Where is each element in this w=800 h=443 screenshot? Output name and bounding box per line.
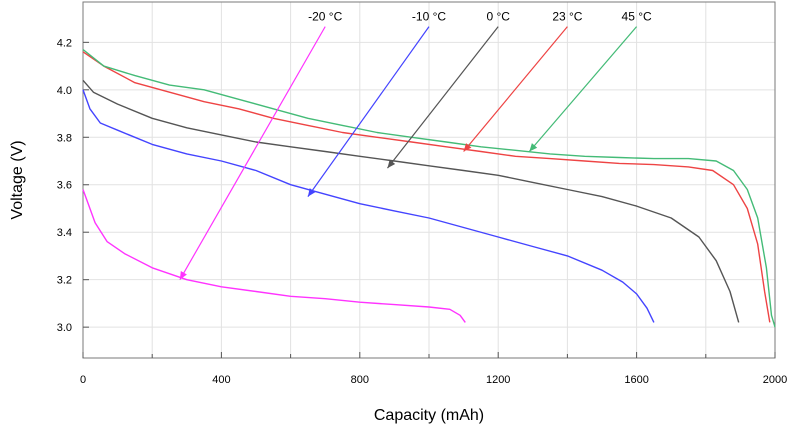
- y-tick-label: 4.2: [57, 37, 72, 49]
- arrow-line--10c: [307, 26, 430, 197]
- x-tick-label: 2000: [763, 374, 787, 386]
- x-tick-label: 800: [351, 374, 369, 386]
- series-label--10c: -10 °C: [412, 10, 446, 24]
- series-arrows: [179, 26, 638, 280]
- y-tick-label: 3.2: [57, 275, 72, 287]
- series-label--20c: -20 °C: [308, 10, 342, 24]
- arrow-head-23c: [463, 143, 472, 152]
- arrow-head-0c: [387, 159, 396, 169]
- arrow-head--20c: [179, 270, 187, 280]
- arrow-line-45c: [528, 26, 638, 152]
- x-axis-title: Capacity (mAh): [374, 407, 484, 424]
- x-tick-label: 1600: [624, 374, 648, 386]
- axis-ticks: 0 400 800 1200 1600 2000 3.0 3.2 3.4 3.6 3.8 4.0 4.2: [57, 37, 788, 386]
- series-line--20c: [82, 189, 466, 323]
- y-tick-label: 3.6: [57, 180, 72, 192]
- series-line-0c: [82, 79, 740, 323]
- arrow-line--20c: [179, 26, 326, 280]
- arrow-line-0c: [387, 26, 499, 169]
- series-line--10c: [82, 89, 655, 323]
- series-label-45c: 45 °C: [622, 10, 652, 24]
- series-line-23c: [82, 51, 771, 323]
- series-labels: -20 °C -10 °C 0 °C 23 °C 45 °C: [308, 10, 652, 24]
- series-lines: [82, 48, 776, 328]
- series-label-23c: 23 °C: [552, 10, 582, 24]
- y-axis-title: Voltage (V): [9, 140, 26, 219]
- x-tick-label: 400: [212, 374, 230, 386]
- series-line-45c: [82, 48, 776, 328]
- y-tick-label: 3.8: [57, 132, 72, 144]
- arrow-head--10c: [307, 188, 316, 197]
- series-label-0c: 0 °C: [486, 10, 510, 24]
- y-tick-label: 3.0: [57, 322, 72, 334]
- arrow-head-45c: [529, 143, 538, 152]
- arrow-line-23c: [463, 26, 568, 152]
- y-tick-label: 4.0: [57, 85, 72, 97]
- grid-lines: [83, 2, 775, 358]
- x-tick-label: 0: [80, 374, 86, 386]
- y-tick-label: 3.4: [57, 227, 72, 239]
- x-tick-label: 1200: [486, 374, 510, 386]
